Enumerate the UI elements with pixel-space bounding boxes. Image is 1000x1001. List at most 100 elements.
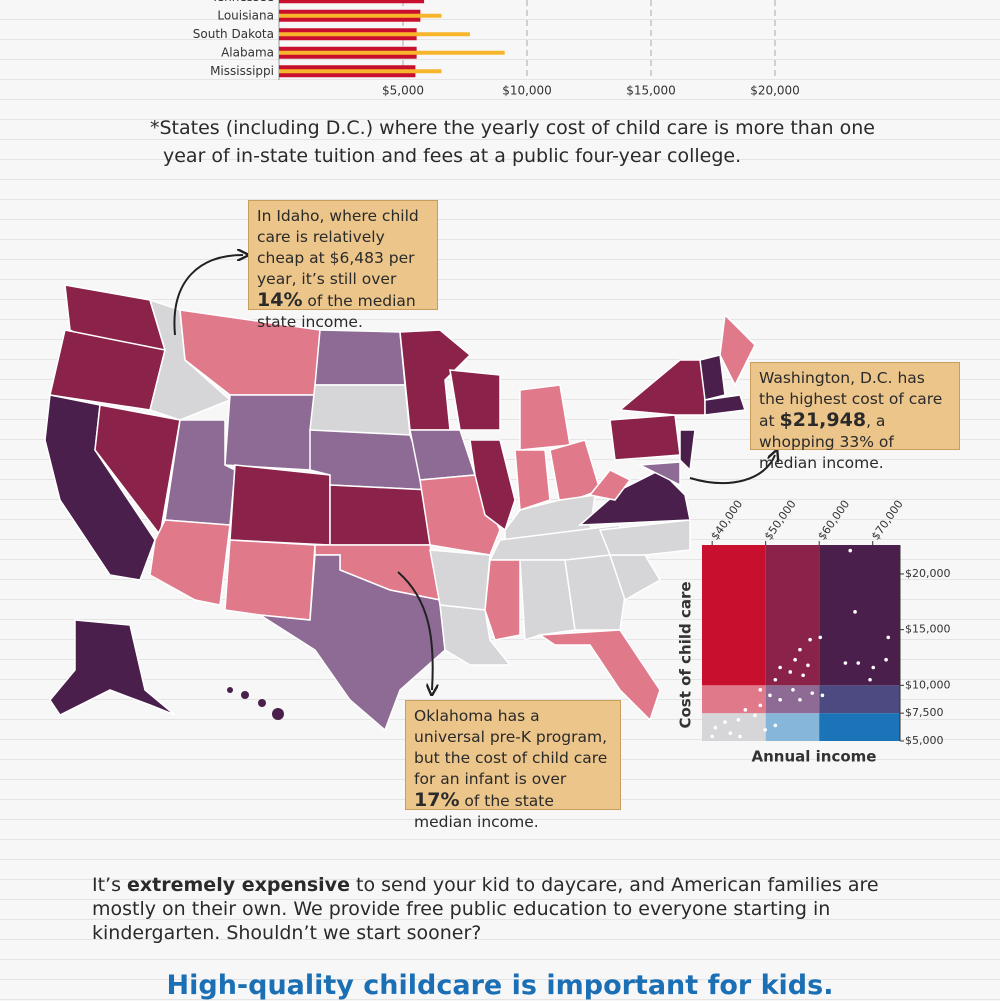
point: [736, 718, 741, 722]
arrow: [173, 255, 243, 336]
callout-text: of the state median income.: [414, 792, 554, 831]
point: [820, 693, 825, 698]
footnote: *States (including D.C.) where the yearl…: [150, 117, 875, 167]
point: [728, 731, 733, 736]
point: [753, 713, 757, 718]
state: [224, 394, 316, 471]
point: [763, 728, 767, 732]
point: [773, 723, 778, 728]
callout-text: , a whopping 33% of median income.: [759, 412, 894, 472]
state: [484, 559, 521, 641]
point: [853, 610, 857, 614]
point: [843, 661, 848, 665]
point: [791, 687, 795, 692]
arrow: [397, 571, 433, 690]
text: It’s: [92, 874, 128, 896]
x-tick-label: $50,000: [762, 498, 799, 543]
point: [738, 734, 742, 739]
state: [519, 559, 576, 642]
point: [758, 687, 763, 692]
point: [778, 665, 782, 670]
state: [564, 554, 626, 631]
class-block: [765, 545, 820, 686]
y-tick-label: Alabama: [221, 45, 274, 59]
y-tick-label: $20,000: [905, 567, 951, 580]
state: [618, 359, 706, 416]
text: to send your kid to daycare, and America…: [92, 874, 879, 944]
x-tick-label: $70,000: [869, 498, 906, 543]
y-tick-label: South Dakota: [193, 27, 274, 41]
callout-highlight: $21,948: [779, 409, 867, 431]
callout-highlight: 17%: [414, 789, 460, 811]
state: [272, 708, 284, 720]
text-bold: extremely expensive: [127, 874, 350, 896]
point: [743, 708, 748, 712]
bar: [279, 32, 470, 37]
point: [871, 665, 876, 670]
state: [519, 384, 571, 451]
point: [886, 635, 891, 640]
y-tick-label: Tennessee: [210, 0, 274, 4]
state: [227, 687, 233, 693]
x-tick-label: $20,000: [750, 84, 800, 98]
state: [224, 539, 316, 621]
point: [856, 661, 861, 665]
heading: High-quality childcare is important for …: [166, 970, 834, 1001]
y-tick-label: $5,000: [905, 734, 944, 747]
state: [704, 394, 747, 416]
class-block: [702, 545, 766, 686]
us-map: [44, 284, 756, 732]
class-block: [819, 685, 900, 714]
body-text: It’s extremely expensive to send your ki…: [92, 873, 922, 945]
x-tick-label: $5,000: [382, 84, 424, 98]
point: [768, 693, 772, 698]
point: [848, 548, 853, 553]
class-block: [702, 685, 766, 714]
y-tick-label: $15,000: [905, 623, 951, 636]
state: [241, 691, 249, 699]
callout-text: Oklahoma has a universal pre-K program, …: [414, 707, 608, 788]
point: [758, 703, 763, 708]
point: [868, 677, 872, 682]
point: [778, 697, 782, 702]
state: [679, 429, 696, 472]
state: [699, 354, 726, 401]
point: [810, 691, 815, 695]
arrow: [689, 455, 775, 485]
point: [798, 647, 802, 652]
point: [798, 697, 802, 702]
class-block: [765, 713, 820, 741]
y-tick-label: Louisiana: [217, 8, 274, 22]
state: [49, 619, 176, 716]
state: [537, 629, 661, 722]
point: [806, 663, 810, 668]
class-block: [819, 713, 900, 741]
callout-text: Washington, D.C. has the highest cost of…: [759, 369, 943, 430]
bar: [279, 69, 442, 74]
state: [309, 384, 411, 436]
state: [598, 519, 691, 556]
state: [329, 484, 431, 546]
point: [710, 734, 714, 739]
x-tick-label: $10,000: [502, 84, 552, 98]
state: [409, 429, 477, 481]
callout: Washington, D.C. has the highest cost of…: [750, 362, 960, 472]
state: [449, 369, 501, 431]
point: [808, 637, 812, 642]
point: [818, 635, 823, 640]
state: [259, 554, 446, 732]
state: [514, 449, 551, 512]
bar: [279, 13, 442, 18]
callout-highlight: 14%: [257, 289, 303, 311]
state: [429, 549, 491, 611]
callout-text: In Idaho, where child care is relatively…: [257, 207, 419, 288]
point: [801, 673, 805, 678]
x-tick-label: $15,000: [626, 84, 676, 98]
y-tick-label: $7,500: [905, 706, 944, 719]
bar: [279, 50, 505, 55]
state: [588, 469, 632, 501]
x-tick-label: $60,000: [815, 498, 852, 543]
state: [258, 699, 266, 707]
y-tick-label: $10,000: [905, 678, 951, 691]
